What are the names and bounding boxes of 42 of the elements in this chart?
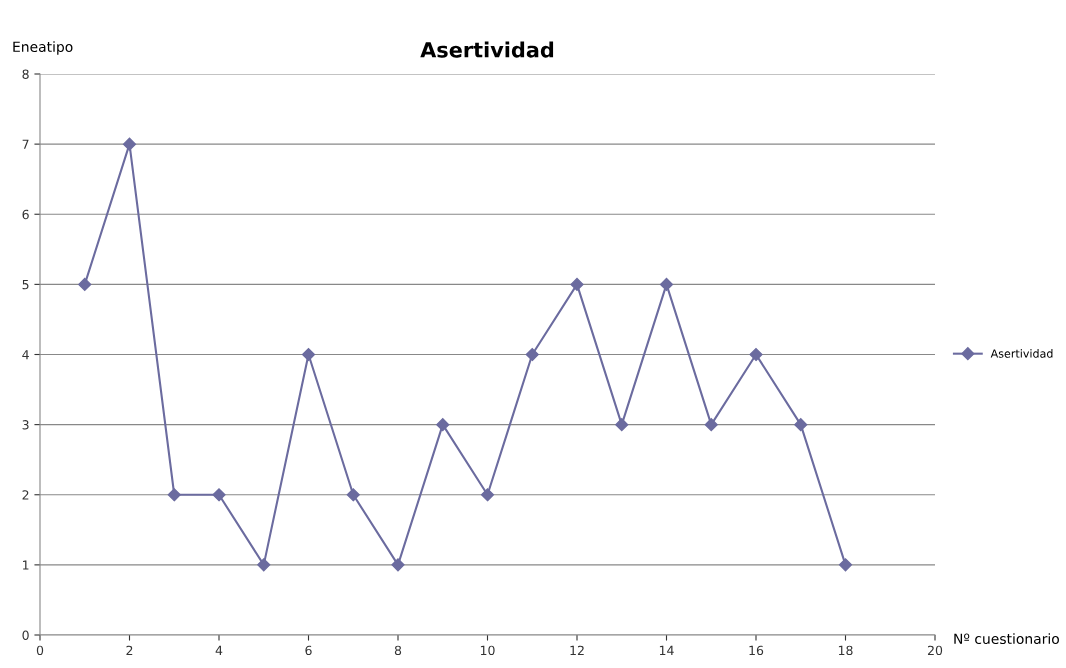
x-tick-label: 20 <box>927 645 943 656</box>
point <box>749 347 763 362</box>
point <box>525 347 539 362</box>
x-tick-label: 18 <box>838 645 853 656</box>
x-axis-title: Nº cuestionario <box>954 633 1059 645</box>
point <box>704 418 718 432</box>
point <box>436 418 450 432</box>
x-tick-label: 16 <box>749 645 764 656</box>
y-tick-label: 5 <box>22 280 29 290</box>
x-tick-label: 10 <box>480 645 495 656</box>
x-tick-label: 14 <box>659 645 674 655</box>
y-tick-label: 1 <box>23 560 29 570</box>
x-tick-label: 4 <box>215 645 223 655</box>
x-tick-label: 8 <box>394 645 402 656</box>
point <box>480 488 495 502</box>
point <box>301 347 316 362</box>
point <box>212 488 226 502</box>
point <box>659 277 674 291</box>
y-tick-label: 0 <box>22 630 29 640</box>
point <box>78 277 92 291</box>
legend-label: Asertividad <box>990 349 1053 358</box>
x-tick-label: 12 <box>570 645 584 655</box>
y-tick-label: 3 <box>22 420 29 430</box>
point <box>391 558 405 572</box>
y-tick-label: 8 <box>22 69 29 79</box>
y-axis-title: Eneatipo <box>13 41 73 55</box>
y-tick-label: 6 <box>22 209 29 220</box>
point <box>167 488 181 502</box>
point <box>257 558 271 572</box>
point <box>570 277 584 291</box>
x-tick-label: 0 <box>36 645 44 656</box>
x-tick-label: 6 <box>305 645 312 656</box>
y-tick-label: 4 <box>22 350 29 360</box>
y-tick-label: 2 <box>22 490 29 500</box>
point <box>838 558 853 572</box>
y-tick-label: 7 <box>22 139 29 149</box>
point <box>794 418 808 432</box>
point <box>615 418 629 432</box>
point <box>346 488 360 502</box>
x-tick-label: 2 <box>126 645 133 655</box>
point <box>122 137 137 151</box>
chart-title: Asertividad <box>420 41 554 58</box>
